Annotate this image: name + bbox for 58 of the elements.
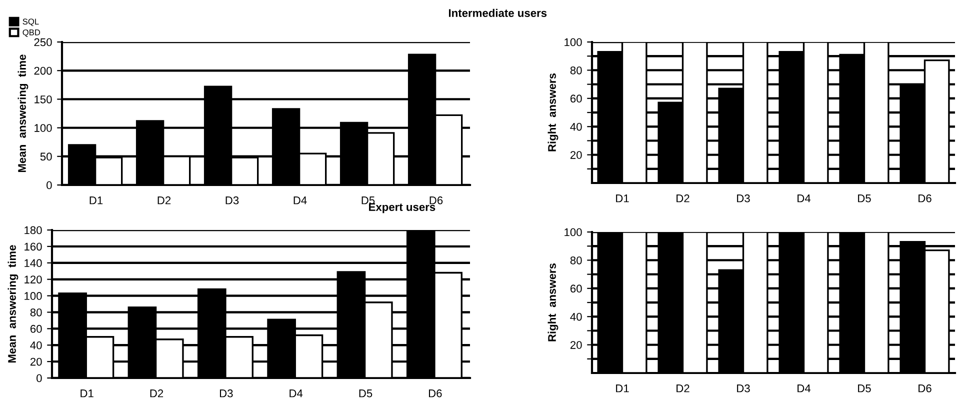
y-tick-label: 200 bbox=[34, 66, 52, 75]
x-tick-label: D2 bbox=[158, 196, 171, 204]
y-tick-label: 80 bbox=[570, 256, 582, 264]
y-tick-label: 140 bbox=[24, 259, 42, 268]
y-tick-label: 20 bbox=[570, 341, 582, 349]
x-tick-label: D3 bbox=[737, 194, 750, 202]
y-tick-label: 60 bbox=[30, 324, 42, 333]
x-tick-label: D1 bbox=[90, 196, 103, 204]
y-tick-label: 60 bbox=[570, 284, 582, 293]
y-tick-label: 100 bbox=[564, 38, 582, 46]
x-tick-label: D2 bbox=[150, 389, 164, 398]
y-tick-label: 120 bbox=[24, 276, 42, 284]
y-axis-title: Mean answering time bbox=[18, 54, 28, 172]
y-tick-label: 60 bbox=[570, 94, 582, 103]
y-tick-label: 40 bbox=[570, 312, 582, 321]
x-tick-label: D5 bbox=[858, 384, 871, 392]
y-axis-title: Mean answering time bbox=[8, 245, 18, 363]
y-tick-label: 20 bbox=[570, 151, 582, 159]
x-tick-label: D1 bbox=[80, 390, 94, 398]
y-tick-label: 80 bbox=[30, 308, 42, 316]
x-tick-label: D5 bbox=[858, 194, 871, 202]
x-tick-label: D4 bbox=[294, 196, 307, 204]
y-tick-label: 150 bbox=[34, 95, 52, 104]
x-tick-label: D4 bbox=[798, 194, 811, 202]
y-tick-label: 0 bbox=[46, 181, 52, 190]
x-tick-label: D4 bbox=[290, 390, 303, 398]
x-tick-label: D1 bbox=[616, 384, 629, 392]
x-tick-label: D6 bbox=[918, 194, 932, 202]
y-tick-label: 180 bbox=[24, 226, 42, 234]
y-axis-title: Right answers bbox=[548, 263, 558, 342]
x-tick-label: D2 bbox=[676, 194, 690, 202]
legend-label: SQL bbox=[22, 18, 39, 26]
x-tick-label: D5 bbox=[359, 390, 372, 398]
x-tick-label: D6 bbox=[918, 384, 932, 392]
y-axis-title: Right answers bbox=[548, 73, 558, 152]
x-tick-label: D1 bbox=[616, 194, 629, 202]
x-tick-label: D4 bbox=[798, 384, 811, 392]
y-tick-label: 0 bbox=[36, 374, 42, 382]
y-tick-label: 100 bbox=[564, 228, 582, 236]
y-tick-label: 40 bbox=[30, 341, 42, 350]
y-tick-label: 100 bbox=[34, 124, 52, 132]
x-tick-label: D2 bbox=[676, 384, 690, 392]
x-tick-label: D3 bbox=[226, 196, 239, 204]
x-tick-label: D6 bbox=[430, 196, 443, 204]
x-tick-label: D5 bbox=[362, 196, 375, 204]
y-tick-label: 50 bbox=[40, 152, 52, 161]
y-tick-label: 250 bbox=[34, 38, 52, 46]
x-tick-label: D3 bbox=[220, 389, 233, 398]
chart-title: Expert users bbox=[369, 203, 436, 214]
text: Intermediate users bbox=[448, 8, 547, 17]
y-tick-label: 100 bbox=[24, 292, 42, 300]
y-tick-label: 80 bbox=[570, 66, 582, 74]
legend-label: QBD bbox=[22, 29, 40, 37]
y-tick-label: 20 bbox=[30, 358, 42, 366]
y-tick-label: 40 bbox=[570, 122, 582, 131]
x-tick-label: D6 bbox=[428, 389, 442, 398]
x-tick-label: D3 bbox=[737, 384, 750, 392]
y-tick-label: 160 bbox=[24, 242, 42, 251]
